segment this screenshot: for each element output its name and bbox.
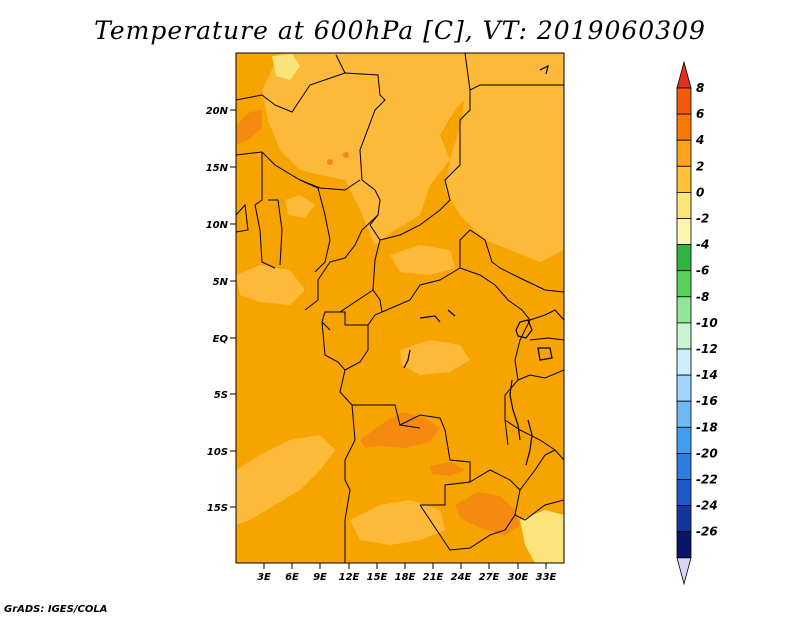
grads-credit: GrADS: IGES/COLA xyxy=(4,604,108,615)
lon-axis: 3E 6E 9E 12E 15E 18E 21E 24E 27E 30E 33E xyxy=(257,563,557,583)
lon-label: 3E xyxy=(257,572,271,583)
color-bar-swatch xyxy=(676,218,692,246)
color-bar-swatch xyxy=(676,139,692,167)
color-bar-label: 4 xyxy=(695,133,704,147)
lon-label: 21E xyxy=(423,572,444,583)
color-bar-label: 8 xyxy=(696,81,704,95)
lakes-coastline xyxy=(403,64,553,466)
color-bar-label: 6 xyxy=(696,107,704,121)
temperature-field-2-4 xyxy=(236,110,520,535)
lat-label: 15S xyxy=(207,503,228,514)
color-bar-swatch xyxy=(676,87,692,115)
color-bar-swatch xyxy=(676,400,692,428)
lat-label: 5S xyxy=(214,390,228,401)
lat-label: 10S xyxy=(207,447,228,458)
color-bar-top-arrow xyxy=(676,60,692,89)
color-bar-label: -26 xyxy=(696,525,718,539)
map-frame xyxy=(235,52,565,564)
color-bar-bottom-arrow xyxy=(676,557,692,586)
color-bar-swatch xyxy=(676,531,692,559)
lon-label: 27E xyxy=(479,572,500,583)
color-bar-label: -16 xyxy=(696,394,718,408)
color-bar-swatch xyxy=(676,479,692,507)
color-bar-swatch xyxy=(676,113,692,141)
lat-label: 20N xyxy=(206,106,229,117)
color-bar-label: -14 xyxy=(696,368,718,382)
color-bar-label: -4 xyxy=(696,238,709,252)
color-bar-swatch xyxy=(676,322,692,350)
color-bar-swatch xyxy=(676,296,692,324)
lat-label: 10N xyxy=(206,220,229,231)
color-bar-label: -12 xyxy=(696,342,718,356)
lon-label: 30E xyxy=(508,572,529,583)
lon-label: 33E xyxy=(536,572,557,583)
lon-label: 6E xyxy=(285,572,299,583)
color-bar-swatch xyxy=(676,426,692,454)
lat-label: EQ xyxy=(213,334,229,345)
lon-label: 18E xyxy=(395,572,416,583)
lon-label: 15E xyxy=(367,572,388,583)
color-bar-swatch xyxy=(676,244,692,272)
color-bar-label: -10 xyxy=(696,316,718,330)
color-bar-label: 2 xyxy=(696,159,704,173)
color-bar-label: -22 xyxy=(696,473,718,487)
color-bar-swatch xyxy=(676,348,692,376)
lat-label: 5N xyxy=(213,277,229,288)
lat-label: 15N xyxy=(206,163,229,174)
color-bar-swatch xyxy=(676,374,692,402)
lat-axis: 20N 15N 10N 5N EQ 5S 10S 15S xyxy=(206,106,236,514)
color-bar-label: -20 xyxy=(696,446,718,460)
map-title: Temperature at 600hPa [C], VT: 201906030… xyxy=(94,16,706,45)
color-bar-label: -24 xyxy=(696,499,718,513)
color-bar-swatch xyxy=(676,270,692,298)
color-bar-label: -2 xyxy=(696,212,709,226)
lon-label: 24E xyxy=(451,572,472,583)
color-bar-swatch xyxy=(676,165,692,193)
lon-label: 9E xyxy=(313,572,327,583)
color-bar-swatch xyxy=(676,191,692,219)
color-bar-label: 0 xyxy=(696,185,704,199)
color-bar-label: -18 xyxy=(696,420,718,434)
map-plot xyxy=(236,53,564,563)
country-borders xyxy=(236,53,564,563)
temperature-field-minus2-0 xyxy=(272,54,564,563)
lon-label: 12E xyxy=(339,572,360,583)
temperature-field-0-2 xyxy=(236,53,564,545)
color-bar-legend: 8 6 4 2 0 -2 -4 -6 -8 -10 -12 -14 -16 -18 -20 -22 -24 -26 xyxy=(676,60,718,586)
color-bar-swatch xyxy=(676,452,692,480)
color-bar-label: -6 xyxy=(696,264,709,278)
color-bar-label: -8 xyxy=(696,290,709,304)
color-bar-swatch xyxy=(676,505,692,533)
